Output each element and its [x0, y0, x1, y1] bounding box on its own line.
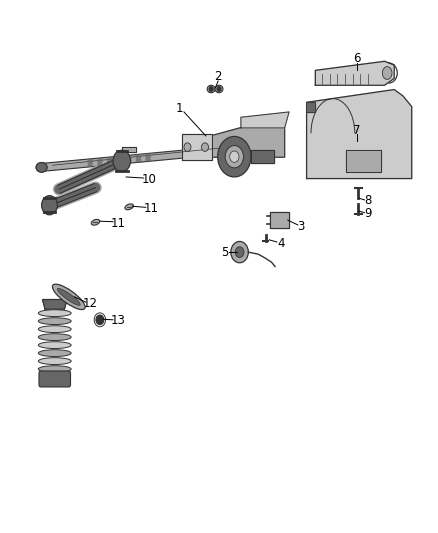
- Polygon shape: [42, 300, 67, 309]
- Text: 2: 2: [214, 70, 222, 83]
- Text: 3: 3: [298, 220, 305, 233]
- Ellipse shape: [57, 288, 80, 305]
- Ellipse shape: [39, 310, 71, 317]
- Text: 8: 8: [364, 195, 371, 207]
- Text: 7: 7: [353, 124, 361, 136]
- Text: 4: 4: [277, 237, 285, 250]
- Circle shape: [96, 315, 104, 325]
- Ellipse shape: [53, 284, 85, 310]
- Circle shape: [230, 151, 239, 163]
- Circle shape: [218, 136, 251, 177]
- Polygon shape: [251, 150, 274, 163]
- Polygon shape: [88, 159, 93, 167]
- Text: 1: 1: [176, 102, 184, 115]
- Circle shape: [201, 143, 208, 151]
- Ellipse shape: [91, 220, 100, 225]
- Polygon shape: [145, 153, 151, 161]
- Ellipse shape: [207, 85, 215, 93]
- Polygon shape: [117, 156, 122, 164]
- Text: 11: 11: [144, 202, 159, 215]
- Ellipse shape: [125, 204, 134, 209]
- Ellipse shape: [39, 318, 71, 325]
- Ellipse shape: [39, 342, 71, 349]
- Polygon shape: [126, 155, 131, 164]
- Ellipse shape: [39, 350, 71, 357]
- Circle shape: [225, 146, 244, 168]
- Text: 9: 9: [364, 207, 372, 220]
- Polygon shape: [210, 122, 285, 157]
- Polygon shape: [270, 212, 289, 228]
- Polygon shape: [97, 158, 102, 166]
- Text: 6: 6: [353, 52, 361, 65]
- Polygon shape: [307, 90, 412, 179]
- Polygon shape: [136, 154, 141, 163]
- Ellipse shape: [382, 67, 392, 79]
- Circle shape: [217, 86, 221, 92]
- Polygon shape: [315, 61, 394, 85]
- Circle shape: [184, 143, 191, 151]
- Polygon shape: [346, 150, 381, 172]
- Circle shape: [113, 150, 131, 172]
- Ellipse shape: [39, 334, 71, 341]
- Ellipse shape: [215, 85, 223, 93]
- Text: 11: 11: [111, 217, 126, 230]
- Text: 5: 5: [222, 246, 229, 259]
- Polygon shape: [307, 102, 315, 112]
- Polygon shape: [39, 146, 232, 172]
- Polygon shape: [182, 134, 212, 160]
- Ellipse shape: [39, 366, 71, 373]
- Polygon shape: [122, 147, 136, 152]
- Circle shape: [209, 86, 213, 92]
- Circle shape: [42, 196, 57, 215]
- Circle shape: [231, 241, 248, 263]
- Ellipse shape: [39, 326, 71, 333]
- Text: 13: 13: [110, 314, 125, 327]
- Polygon shape: [241, 112, 289, 128]
- Text: 12: 12: [83, 297, 98, 310]
- Ellipse shape: [39, 358, 71, 365]
- FancyBboxPatch shape: [39, 371, 71, 387]
- Text: 10: 10: [141, 173, 156, 185]
- Polygon shape: [107, 157, 112, 165]
- Ellipse shape: [36, 163, 47, 172]
- Circle shape: [235, 247, 244, 257]
